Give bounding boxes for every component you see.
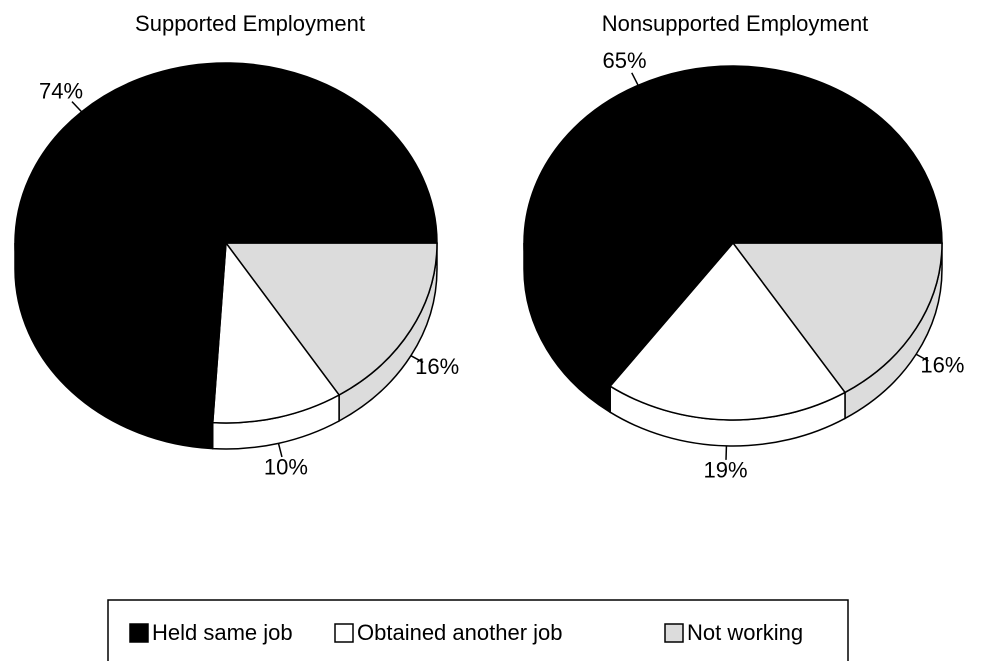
chart-title: Nonsupported Employment [602,11,869,36]
legend-label: Obtained another job [357,620,563,645]
legend-swatch [664,623,684,643]
pie-slice [14,62,438,424]
leader-line [71,101,83,113]
chart-title: Supported Employment [135,11,365,36]
pie-slice [731,242,943,394]
legend-box [107,599,849,661]
pie-slice [523,65,943,388]
legend-label: Held same job [152,620,293,645]
pie-slice [224,242,438,396]
leader-line [410,355,424,364]
data-label: 16% [920,353,964,378]
data-label: 19% [703,458,747,483]
data-label: 10% [264,454,308,479]
data-label: 16% [415,354,459,379]
leader-line [277,443,283,458]
legend-swatch [334,623,354,643]
leader-line [631,72,639,86]
pie-slice [609,241,847,421]
legend-label: Not working [687,620,803,645]
pie-slice [211,240,341,424]
data-label: 65% [602,48,646,73]
data-label: 74% [39,79,83,104]
legend-swatch [129,623,149,643]
leader-line [915,353,929,362]
